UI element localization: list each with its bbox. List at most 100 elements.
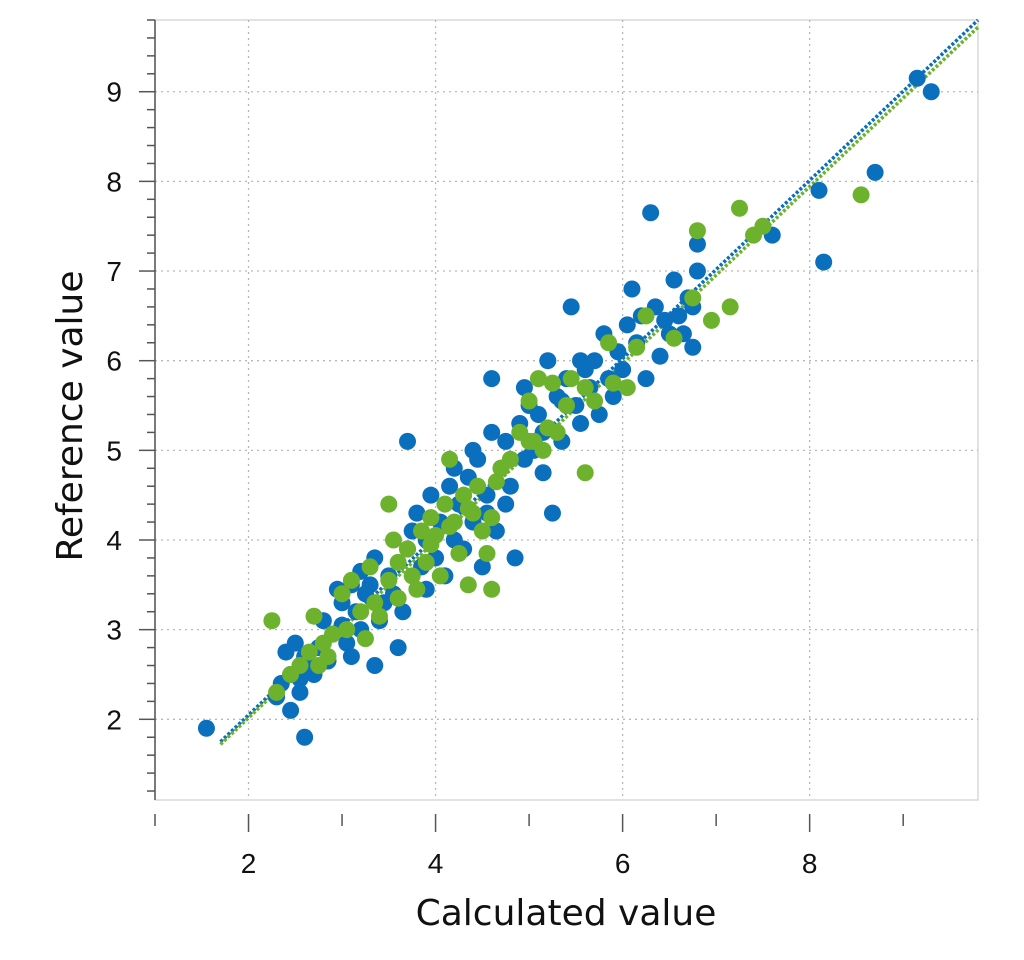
data-point-blue xyxy=(422,486,440,504)
data-point-green xyxy=(431,567,449,585)
data-point-green xyxy=(384,531,402,549)
data-point-blue xyxy=(534,464,552,482)
data-point-green xyxy=(469,477,487,495)
data-point-green xyxy=(380,495,398,513)
data-point-blue xyxy=(688,235,706,253)
x-tick-label: 6 xyxy=(615,848,631,879)
data-point-green xyxy=(483,580,501,598)
data-point-green xyxy=(399,540,417,558)
data-point-green xyxy=(389,589,407,607)
data-point-green xyxy=(576,464,594,482)
data-point-green xyxy=(702,311,720,329)
data-point-blue xyxy=(623,280,641,298)
data-point-green xyxy=(483,509,501,527)
data-point-green xyxy=(352,603,370,621)
data-point-blue xyxy=(483,370,501,388)
data-point-green xyxy=(473,522,491,540)
data-point-green xyxy=(319,648,337,666)
data-point-green xyxy=(422,535,440,553)
data-point-green xyxy=(534,441,552,459)
data-point-green xyxy=(361,558,379,576)
axes xyxy=(139,19,904,832)
data-point-green xyxy=(413,522,431,540)
data-point-green xyxy=(291,657,309,675)
data-point-blue xyxy=(810,181,828,199)
data-point-green xyxy=(576,379,594,397)
data-point-green xyxy=(441,518,459,536)
data-point-green xyxy=(543,374,561,392)
data-point-green xyxy=(417,553,435,571)
data-point-green xyxy=(366,594,384,612)
data-point-blue xyxy=(197,719,215,737)
x-tick-label: 8 xyxy=(802,848,818,879)
data-point-blue xyxy=(515,379,533,397)
y-tick-label: 6 xyxy=(106,346,122,377)
y-tick-label: 3 xyxy=(106,615,122,646)
data-point-green xyxy=(487,473,505,491)
data-point-blue xyxy=(497,495,515,513)
data-point-blue xyxy=(366,657,384,675)
data-point-green xyxy=(380,571,398,589)
data-point-green xyxy=(333,585,351,603)
data-point-blue xyxy=(539,352,557,370)
data-point-green xyxy=(721,298,739,316)
data-point-green xyxy=(450,544,468,562)
data-point-green xyxy=(408,580,426,598)
data-point-green xyxy=(324,625,342,643)
y-tick-label: 9 xyxy=(106,77,122,108)
data-point-blue xyxy=(590,405,608,423)
data-point-blue xyxy=(543,504,561,522)
data-point-blue xyxy=(866,163,884,181)
data-point-green xyxy=(618,379,636,397)
data-point-green xyxy=(501,450,519,468)
data-point-green xyxy=(684,289,702,307)
data-point-blue xyxy=(651,347,669,365)
data-point-green xyxy=(562,370,580,388)
x-tick-label: 4 xyxy=(428,848,444,879)
data-point-blue xyxy=(473,558,491,576)
data-point-blue xyxy=(282,701,300,719)
y-tick-label: 4 xyxy=(106,525,122,556)
data-point-blue xyxy=(408,504,426,522)
data-point-blue xyxy=(908,69,926,87)
data-point-green xyxy=(600,334,618,352)
data-point-blue xyxy=(286,634,304,652)
data-point-blue xyxy=(670,307,688,325)
data-points xyxy=(197,69,940,746)
data-point-blue xyxy=(562,298,580,316)
data-point-blue xyxy=(656,311,674,329)
fit-line-green xyxy=(219,25,980,746)
data-point-blue xyxy=(497,432,515,450)
data-point-blue xyxy=(688,262,706,280)
data-point-green xyxy=(455,486,473,504)
y-tick-label: 8 xyxy=(106,166,122,197)
data-point-blue xyxy=(572,414,590,432)
fit-lines xyxy=(219,18,980,746)
x-tick-label: 2 xyxy=(241,848,257,879)
data-point-green xyxy=(688,222,706,240)
data-point-green xyxy=(356,630,374,648)
data-point-green xyxy=(852,186,870,204)
y-tick-label: 7 xyxy=(106,256,122,287)
data-point-green xyxy=(529,370,547,388)
y-tick-label: 5 xyxy=(106,435,122,466)
data-point-blue xyxy=(487,522,505,540)
data-point-green xyxy=(338,621,356,639)
data-point-green xyxy=(558,397,575,415)
data-point-blue xyxy=(604,388,622,406)
data-point-blue xyxy=(361,576,379,594)
y-axis-title: Reference value xyxy=(50,270,91,561)
data-point-green xyxy=(441,450,459,468)
data-point-blue xyxy=(665,271,683,289)
data-point-green xyxy=(370,607,388,625)
data-point-green xyxy=(300,643,318,661)
tick-labels: 2 4 6 8 2 3 4 5 6 7 8 9 xyxy=(106,77,817,879)
data-point-green xyxy=(342,571,360,589)
data-point-blue xyxy=(291,683,309,701)
x-axis-title: Calculated value xyxy=(416,893,717,934)
data-point-blue xyxy=(464,441,482,459)
data-point-blue xyxy=(501,477,519,495)
data-point-green xyxy=(389,553,407,571)
data-point-green xyxy=(665,329,683,347)
data-point-green xyxy=(637,307,655,325)
